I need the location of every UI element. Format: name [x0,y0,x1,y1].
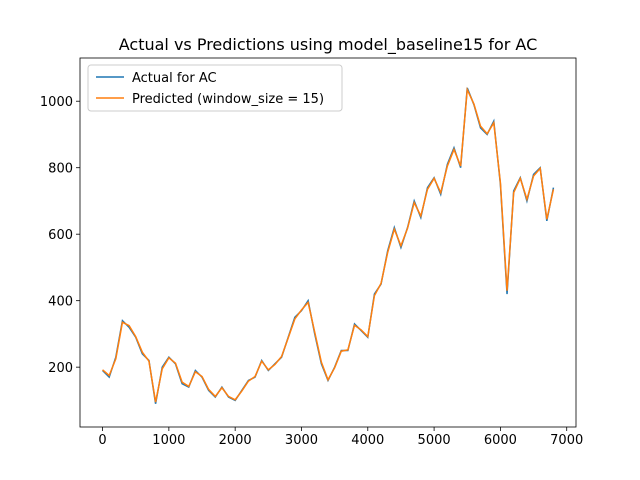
x-tick-label: 7000 [550,433,583,448]
x-tick-label: 2000 [219,433,252,448]
chart-title: Actual vs Predictions using model_baseli… [119,35,538,55]
plot-frame [79,57,577,428]
y-tick-label: 200 [48,361,73,376]
y-tick-label: 1000 [40,95,73,110]
data-line [102,87,555,404]
x-tick-label: 0 [98,433,106,448]
legend-label: Actual for AC [132,71,217,86]
legend-label: Predicted (window_size = 15) [132,92,324,107]
data-line [102,86,555,403]
x-tick-label: 4000 [351,433,384,448]
y-tick-label: 800 [48,162,73,177]
legend-box [87,64,343,112]
legend: Actual for AC Predicted (window_size = 15… [87,64,343,112]
x-tick-label: 1000 [152,433,185,448]
x-tick-label: 5000 [418,433,451,448]
x-tick-label: 6000 [484,433,517,448]
y-tick-label: 600 [48,228,73,243]
x-tick-label: 3000 [285,433,318,448]
y-tick-label: 400 [48,295,73,310]
